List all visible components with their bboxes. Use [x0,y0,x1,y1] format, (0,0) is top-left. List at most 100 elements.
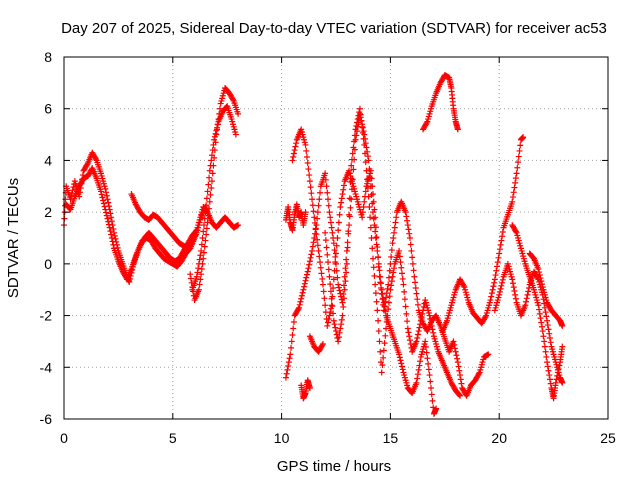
data-point [456,367,463,374]
data-point [309,196,316,203]
data-point [346,195,353,202]
data-point [407,341,414,348]
data-point [404,217,411,224]
data-point [374,307,381,314]
data-point [342,265,349,272]
data-point [388,253,395,260]
data-point [331,321,338,328]
data-point [340,295,347,302]
data-point [203,195,210,202]
y-tick-label: 0 [44,256,52,272]
data-point [296,304,303,311]
data-point [388,278,395,285]
data-point [328,224,335,231]
data-point [307,184,314,191]
data-point [337,203,344,210]
data-point [372,228,379,235]
data-point [313,231,320,238]
data-point [335,219,342,226]
data-point [358,117,365,124]
data-point [524,291,531,298]
data-point [366,203,373,210]
data-point [380,295,387,302]
data-point [326,273,333,280]
data-point [204,219,211,226]
data-point [362,188,369,195]
data-point [230,96,237,103]
data-point [346,211,353,218]
data-point [401,288,408,295]
data-point [286,355,293,362]
data-point [516,147,523,154]
data-point [298,292,305,299]
data-point [327,219,334,226]
data-point [375,328,382,335]
data-point [536,272,543,279]
data-point [351,132,358,139]
data-point [311,219,318,226]
data-point [325,266,332,273]
data-point [364,176,371,183]
data-point [106,224,113,231]
data-point [538,319,545,326]
data-point [302,141,309,148]
data-point [337,325,344,332]
data-point [198,266,205,273]
data-point [354,116,361,123]
data-point [314,236,321,243]
data-point [360,135,367,142]
data-point [535,266,542,273]
data-point [330,310,337,317]
x-tick-label: 5 [169,430,177,446]
data-point [536,269,543,276]
data-point [475,370,482,377]
data-point [343,256,350,263]
data-point [383,294,390,301]
data-point [397,259,404,266]
data-point [325,316,332,323]
data-point [536,306,543,313]
data-point [426,372,433,379]
data-point [322,302,329,309]
data-point [388,247,395,254]
y-axis-label: SDTVAR / TECUs [5,178,22,298]
data-point [510,284,517,291]
data-point [375,317,382,324]
data-point [330,276,337,283]
data-point [420,307,427,314]
data-point [198,241,205,248]
data-point [488,293,495,300]
data-point [457,372,464,379]
data-point [357,111,364,118]
data-point [285,362,292,369]
data-point [353,122,360,129]
data-point [430,329,437,336]
data-point [308,190,315,197]
data-point [100,200,107,207]
data-point [369,183,376,190]
data-point [296,301,303,308]
data-point [415,366,422,373]
data-point [522,302,529,309]
data-point [324,322,331,329]
data-point [451,341,458,348]
data-point [509,276,516,283]
data-point [304,268,311,275]
data-point [288,344,295,351]
data-point [512,295,519,302]
data-point [207,191,214,198]
data-point [488,290,495,297]
data-point [325,202,332,209]
chart-title: Day 207 of 2025, Sidereal Day-to-day VTE… [61,20,607,37]
data-point [510,189,517,196]
data-point [359,209,366,216]
data-point [359,129,366,136]
data-point [207,162,214,169]
data-point [193,273,200,280]
data-point [372,281,379,288]
data-point [316,196,323,203]
data-point [283,370,290,377]
data-point [389,273,396,280]
data-point [360,203,367,210]
data-point [497,241,504,248]
